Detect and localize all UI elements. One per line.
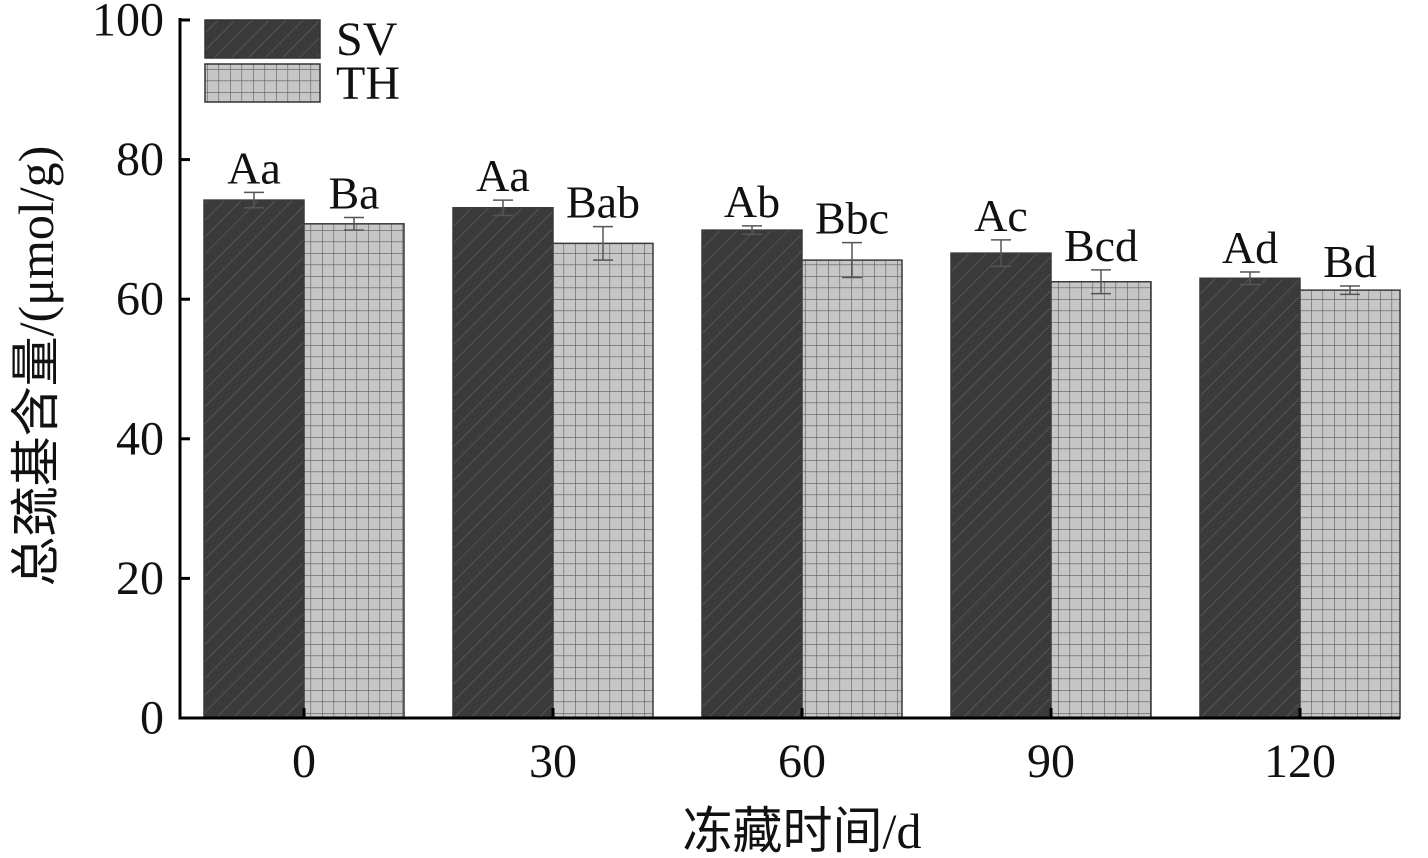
legend-label-th: TH [336,57,400,110]
bar-th-30 [552,242,654,719]
bar-sv-0 [203,199,305,719]
bars-group [203,199,1401,719]
error-bars-group [244,191,1360,296]
axis-titles: 冻藏时间/d 总巯基含量/(μmol/g) [8,146,921,858]
bar-th-90 [1050,281,1152,719]
x-tick-label: 60 [778,735,826,788]
legend-swatch-th [204,63,321,103]
bar-sv-60 [701,229,803,719]
y-tick-label: 60 [116,273,164,326]
bar-th-60 [801,259,903,719]
y-tick-label: 20 [116,552,164,605]
bar-significance-label: Aa [227,142,281,193]
bar-sv-90 [950,252,1052,719]
bar-significance-label: Aa [476,150,530,201]
bar-significance-label: Bbc [815,193,889,244]
x-tick-label: 90 [1027,735,1075,788]
bar-significance-label: Ba [328,168,379,219]
bar-significance-label: Bab [566,177,640,228]
bar-th-0 [303,223,405,719]
legend-label-sv: SV [336,13,398,66]
x-tick-label: 30 [529,735,577,788]
y-axis-title: 总巯基含量/(μmol/g) [8,146,64,587]
y-tick-label: 0 [140,692,164,745]
x-tick-label: 120 [1264,735,1336,788]
bar-significance-label: Bd [1323,236,1377,287]
bar-labels-group: Aa Aa Ab Ac Ad Ba Bab Bbc Bcd Bd [227,142,1377,287]
x-tick-label: 0 [292,735,316,788]
legend-swatch-sv [204,19,321,59]
bar-sv-30 [452,207,554,719]
y-tick-label: 80 [116,133,164,186]
bar-significance-label: Bcd [1064,220,1138,271]
bar-th-120 [1299,289,1401,719]
bar-sv-120 [1199,277,1301,719]
bar-significance-label: Ac [974,190,1028,241]
bar-significance-label: Ab [724,176,780,227]
y-tick-label: 40 [116,412,164,465]
y-tick-label: 100 [92,0,164,47]
x-axis-title: 冻藏时间/d [683,803,922,858]
axes-group: 0 20 40 60 80 100 0 30 60 90 120 [92,0,1400,788]
bar-significance-label: Ad [1222,222,1278,273]
